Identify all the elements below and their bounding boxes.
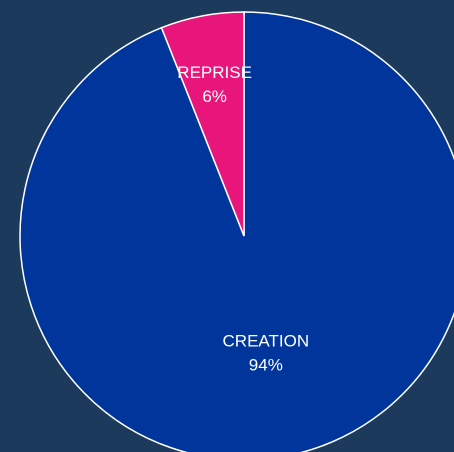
pie-labels: CREATION 94% REPRISE 6% [177, 63, 309, 374]
pie-slice-reprise [160, 11, 245, 237]
slice-label-reprise: REPRISE [177, 63, 252, 82]
slice-value-reprise: 6% [202, 87, 227, 106]
slice-label-creation: CREATION [223, 331, 310, 350]
pie-slice-creation [19, 11, 454, 452]
pie-slices [19, 11, 454, 452]
slice-value-creation: 94% [249, 355, 283, 374]
